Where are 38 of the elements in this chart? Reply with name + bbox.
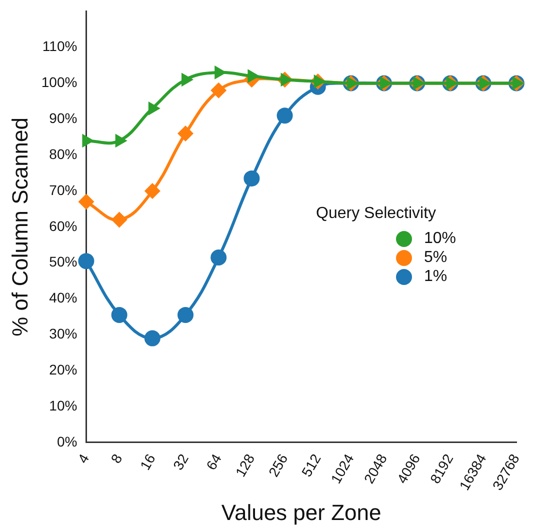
point xyxy=(276,108,293,124)
point xyxy=(177,126,194,142)
legend-title: Query Selectivity xyxy=(316,205,438,223)
point xyxy=(78,253,94,270)
point xyxy=(144,330,160,346)
x-tick-label: 512 xyxy=(298,450,324,480)
y-tick-label: 60% xyxy=(49,218,78,234)
x-tick-label: 128 xyxy=(232,450,258,480)
point xyxy=(78,194,94,210)
x-tick-label: 64 xyxy=(202,450,225,473)
legend-label: 10% xyxy=(424,230,456,248)
y-axis-title: % of Column Scanned xyxy=(7,117,32,336)
y-tick-label: 70% xyxy=(49,182,78,198)
x-tick-label: 8 xyxy=(107,450,126,466)
point xyxy=(244,170,260,186)
point xyxy=(177,306,194,323)
y-tick-label: 0% xyxy=(56,433,78,450)
y-tick-label: 20% xyxy=(49,361,78,378)
point xyxy=(111,212,128,228)
point xyxy=(144,183,160,200)
point xyxy=(210,249,227,266)
y-tick-label: 100% xyxy=(41,74,78,90)
y-tick-label: 90% xyxy=(49,110,78,126)
y-tick-label: 10% xyxy=(49,397,78,414)
y-tick-label: 80% xyxy=(49,146,78,162)
point xyxy=(210,82,227,98)
y-tick-label: 30% xyxy=(49,326,78,342)
y-tick-label: 40% xyxy=(49,290,78,306)
x-tick-label: 16 xyxy=(136,450,158,473)
x-tick-label: 32 xyxy=(170,450,192,473)
x-tick-label: 4 xyxy=(74,450,92,466)
legend-label: 5% xyxy=(424,248,448,266)
y-tick-label: 110% xyxy=(42,38,78,54)
x-tick-label: 256 xyxy=(265,450,291,480)
legend-label: 1% xyxy=(424,268,448,286)
x-axis-title: Values per Zone xyxy=(221,500,382,525)
y-tick-label: 50% xyxy=(49,254,78,270)
point xyxy=(111,306,128,323)
